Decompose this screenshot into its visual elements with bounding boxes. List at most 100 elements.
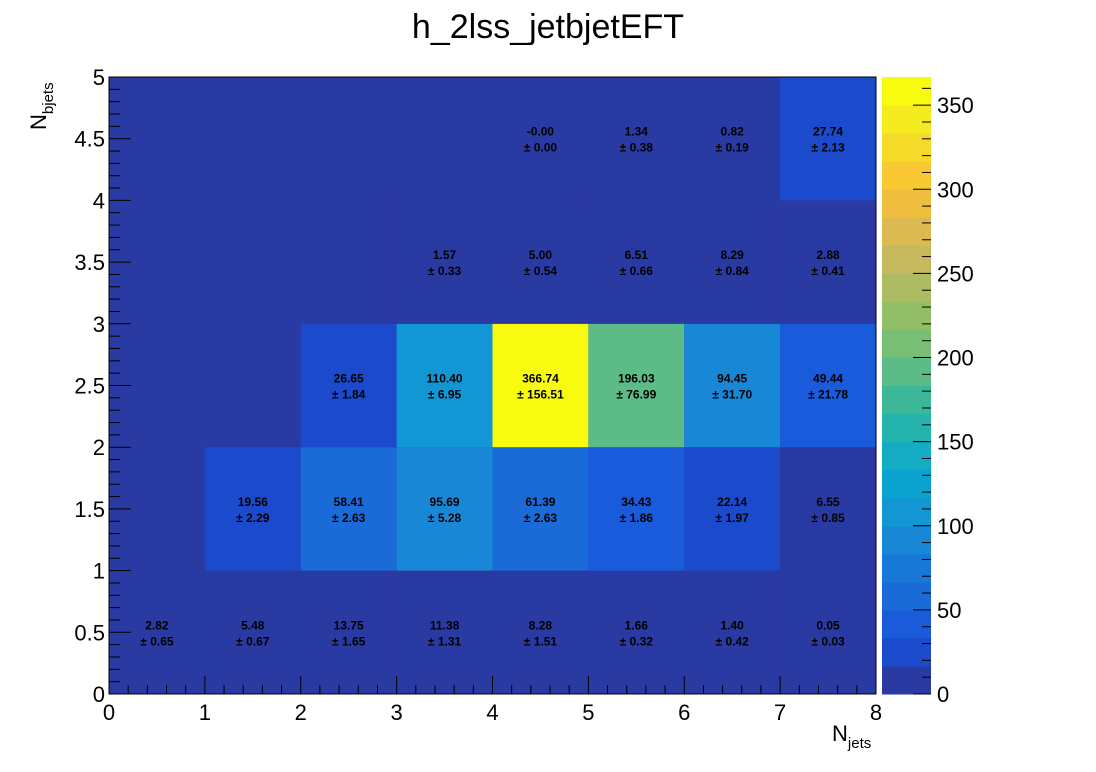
cell-value-label: 94.45 (717, 372, 747, 386)
cell-error-label: ± 1.31 (428, 634, 462, 648)
cell-error-label: ± 2.29 (236, 511, 270, 525)
cell-error-label: ± 0.85 (811, 511, 845, 525)
x-axis-label-sub: jets (847, 735, 871, 752)
color-scale-band (882, 609, 931, 639)
cell-error-label: ± 0.00 (524, 141, 558, 155)
cell-value-label: -0.00 (527, 125, 555, 139)
color-scale-band (882, 497, 931, 527)
chart-title: h_2lss_jetbjetEFT (412, 8, 684, 46)
heatmap-cell (780, 570, 876, 694)
x-tick-label: 8 (870, 700, 882, 725)
cell-value-label: 5.00 (529, 248, 553, 262)
x-tick-label: 7 (774, 700, 786, 725)
color-scale-band (882, 105, 931, 134)
color-scale-band (882, 385, 931, 415)
cell-error-label: ± 1.84 (332, 388, 366, 402)
y-tick-label: 5 (93, 65, 105, 90)
color-tick-label: 200 (937, 346, 974, 371)
cell-value-label: 6.55 (816, 495, 840, 509)
cell-error-label: ± 31.70 (712, 388, 752, 402)
color-scale-band (882, 217, 931, 246)
color-scale-band (882, 637, 931, 667)
cell-value-label: 19.56 (238, 495, 268, 509)
heatmap-cells (109, 77, 876, 694)
x-tick-label: 3 (391, 700, 403, 725)
heatmap-cell (396, 570, 493, 694)
heatmap-cell (396, 200, 493, 324)
cell-value-label: 0.05 (816, 618, 840, 632)
color-tick-label: 250 (937, 261, 974, 286)
cell-value-label: 2.82 (145, 618, 169, 632)
x-axis-label: Njets (832, 721, 871, 752)
cell-error-label: ± 0.33 (428, 264, 462, 278)
color-tick-label: 100 (937, 514, 974, 539)
cell-value-label: 58.41 (334, 495, 364, 509)
color-scale-band (882, 245, 931, 274)
color-scale-ticks: 0 50 100 150 200 250 300 350 (913, 87, 974, 707)
cell-value-label: 8.29 (721, 248, 745, 262)
color-scale-band (882, 273, 931, 302)
x-tick-label: 0 (103, 700, 115, 725)
color-scale-band (882, 189, 931, 218)
y-tick-label: 4 (93, 188, 105, 213)
cell-error-label: ± 2.13 (811, 141, 845, 155)
heatmap-cell (588, 447, 685, 571)
heatmap-cell (588, 570, 685, 694)
cell-value-label: 2.88 (816, 248, 840, 262)
color-tick-label: 150 (937, 430, 974, 455)
heatmap-cell (684, 570, 781, 694)
cell-value-label: 95.69 (430, 495, 460, 509)
heatmap-cell (492, 323, 589, 448)
heatmap-cell (780, 200, 876, 324)
cell-error-label: ± 6.95 (428, 388, 462, 402)
color-scale-band (882, 133, 931, 162)
color-scale-band (882, 413, 931, 443)
heatmap-cell (300, 570, 397, 694)
cell-value-label: 110.40 (427, 372, 463, 386)
cell-error-label: ± 0.41 (811, 264, 845, 278)
y-axis: 0 0.5 1 1.5 2 2.5 3 3.5 4 4.5 5 (74, 65, 131, 707)
color-scale-band (882, 357, 931, 386)
color-tick-label: 300 (937, 177, 974, 202)
heatmap-cell (396, 447, 493, 571)
y-axis-label: Nbjets (26, 82, 57, 130)
color-scale-bar (882, 77, 931, 695)
y-tick-label: 4.5 (74, 127, 105, 152)
cell-value-label: 1.34 (625, 125, 649, 139)
color-scale-band (882, 329, 931, 358)
heatmap-cell (492, 200, 589, 324)
heatmap-cell (684, 200, 781, 324)
cell-value-label: 1.66 (625, 618, 649, 632)
cell-value-label: 61.39 (525, 495, 555, 509)
color-scale-band (882, 553, 931, 583)
x-axis: 0 1 2 3 4 5 6 7 8 (103, 676, 882, 725)
cell-value-label: 8.28 (529, 618, 553, 632)
cell-error-label: ± 0.42 (716, 634, 750, 648)
y-tick-label: 1.5 (74, 497, 105, 522)
heatmap-cell (588, 200, 685, 324)
cell-error-label: ± 1.97 (716, 511, 750, 525)
heatmap-cell (492, 447, 589, 571)
x-tick-label: 5 (582, 700, 594, 725)
cell-error-label: ± 0.84 (716, 264, 750, 278)
y-tick-label: 3.5 (74, 250, 105, 275)
heatmap-cell-labels: 2.82 ± 0.65 5.48 ± 0.67 13.75 ± 1.65 11.38 ± 1.… (140, 125, 848, 649)
cell-error-label: ± 5.28 (428, 511, 462, 525)
color-scale-band (882, 581, 931, 611)
heatmap-cell (684, 77, 781, 201)
heatmap-cell (492, 77, 589, 201)
x-tick-label: 4 (486, 700, 498, 725)
y-tick-label: 0.5 (74, 620, 105, 645)
y-axis-label-main: N (26, 114, 51, 130)
x-axis-label-main: N (832, 721, 848, 746)
color-tick-label: 50 (937, 598, 961, 623)
x-tick-label: 2 (295, 700, 307, 725)
heatmap-cell (780, 447, 876, 571)
cell-value-label: 1.40 (721, 618, 745, 632)
y-tick-label: 2.5 (74, 374, 105, 399)
cell-value-label: 11.38 (430, 618, 460, 632)
y-tick-label: 0 (93, 682, 105, 707)
y-tick-label: 1 (93, 559, 105, 584)
x-tick-label: 1 (199, 700, 211, 725)
